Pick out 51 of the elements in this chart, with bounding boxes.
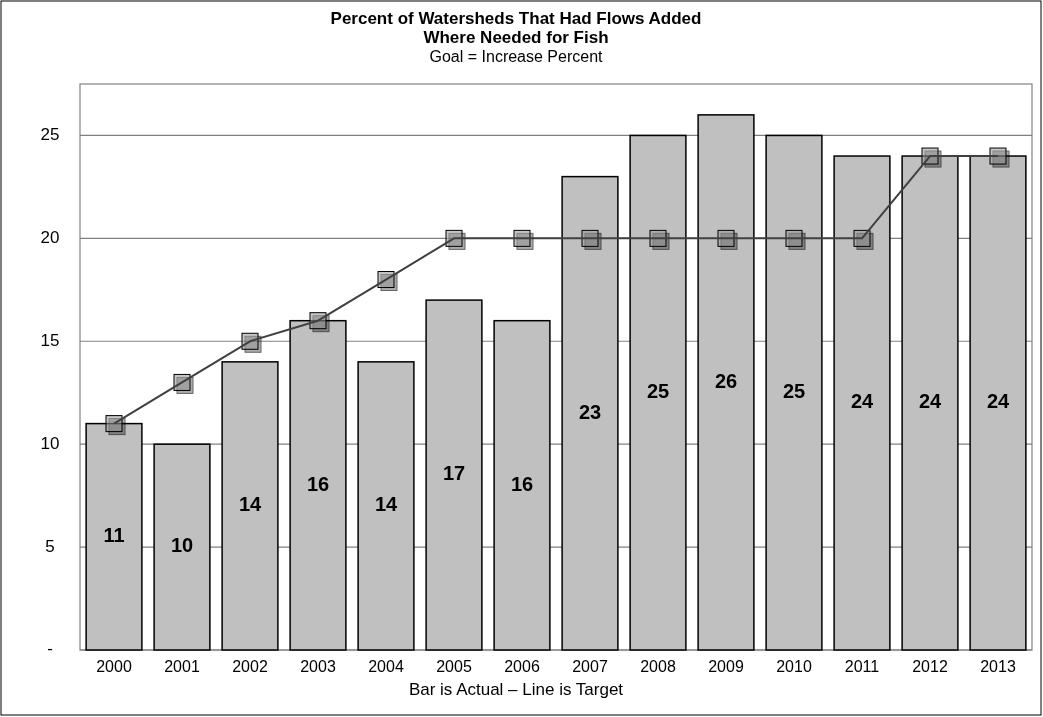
x-tick-label: 2008 xyxy=(640,658,676,675)
data-label: 16 xyxy=(306,472,330,495)
x-tick-label: 2012 xyxy=(912,658,948,675)
data-label: 10 xyxy=(170,534,194,557)
y-tick-label: 20 xyxy=(40,227,60,247)
bar xyxy=(357,361,415,651)
x-tick-label: 2007 xyxy=(572,658,608,675)
bar xyxy=(765,134,823,651)
x-tick-label: 2011 xyxy=(844,658,880,675)
data-label: 11 xyxy=(103,524,125,547)
bar xyxy=(425,299,483,651)
bar xyxy=(969,155,1027,651)
bar xyxy=(561,175,619,651)
bar xyxy=(289,319,347,651)
bar xyxy=(493,319,551,651)
data-label: 24 xyxy=(850,390,874,413)
data-label: 24 xyxy=(918,390,942,413)
x-axis-title: Bar is Actual – Line is Target xyxy=(408,680,624,699)
data-label: 14 xyxy=(374,493,398,516)
x-tick-label: 2000 xyxy=(96,658,132,675)
bar xyxy=(221,361,279,651)
y-tick-label: 15 xyxy=(40,330,60,350)
x-tick-label: 2006 xyxy=(504,658,540,675)
bar xyxy=(629,134,687,651)
bar xyxy=(901,155,959,651)
data-label: 24 xyxy=(986,390,1010,413)
x-tick-label: 2002 xyxy=(232,658,268,675)
y-tick-label: 10 xyxy=(40,433,60,453)
data-label: 26 xyxy=(714,369,738,392)
x-tick-label: 2009 xyxy=(708,658,744,675)
bar xyxy=(833,155,891,651)
bar xyxy=(697,114,755,651)
x-tick-label: 2010 xyxy=(776,658,812,675)
data-label: 14 xyxy=(238,493,262,516)
x-tick-label: 2004 xyxy=(368,658,404,675)
data-label: 25 xyxy=(782,380,806,403)
x-tick-label: 2003 xyxy=(300,658,336,675)
bar xyxy=(153,443,211,651)
data-label: 16 xyxy=(510,472,534,495)
x-tick-label: 2001 xyxy=(164,658,200,675)
data-label: 23 xyxy=(578,400,602,423)
y-tick-label: - xyxy=(47,639,53,659)
bar xyxy=(85,422,143,651)
data-label: 17 xyxy=(442,462,466,485)
y-tick-label: 5 xyxy=(45,536,55,556)
chart-title: Percent of Watersheds That Had Flows Added Where Needed for Fish xyxy=(330,9,702,47)
data-label: 25 xyxy=(646,380,670,403)
x-tick-label: 2013 xyxy=(980,658,1016,675)
y-tick-label: 25 xyxy=(40,124,60,144)
x-tick-label: 2005 xyxy=(436,658,472,675)
chart-subtitle: Goal = Increase Percent xyxy=(429,48,604,65)
